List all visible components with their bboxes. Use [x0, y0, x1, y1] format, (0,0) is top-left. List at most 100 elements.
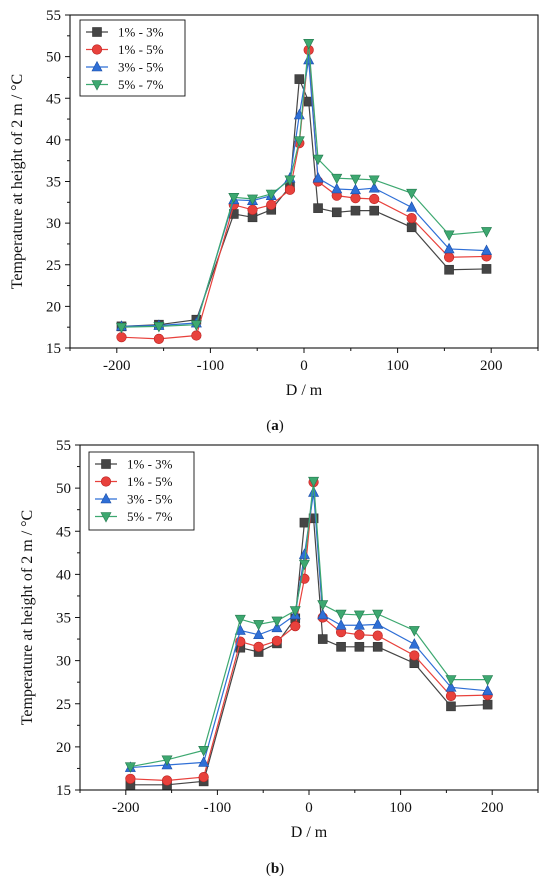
x-axis-title: D / m [291, 824, 328, 841]
data-point-series-3 [349, 183, 361, 195]
data-point-series-3 [406, 201, 418, 212]
legend-marker [100, 476, 112, 487]
chart-panel-b: 15 20 25 30 35 40 45 50 55 -200 -100 0 100 200 D / m Te… [19, 438, 539, 841]
y-axis-title: Temperature at height of 2 m / °C [9, 74, 26, 289]
data-point-series-3 [253, 628, 265, 640]
data-point-series-1 [372, 642, 383, 652]
y-axis-title: Temperature at height of 2 m / °C [19, 510, 36, 725]
y-tick-label: 20 [56, 740, 71, 756]
y-tick-label: 40 [56, 567, 71, 583]
data-point-series-2 [409, 650, 420, 661]
y-tick-label: 15 [56, 783, 71, 799]
data-point-series-4 [124, 762, 136, 773]
data-point-series-3 [298, 548, 310, 559]
x-tick-label: -200 [103, 358, 131, 374]
legend-marker [100, 492, 112, 504]
y-tick-label: 25 [46, 258, 61, 274]
data-point-series-2 [369, 193, 380, 205]
data-point-series-2 [354, 629, 365, 640]
data-point-series-1 [406, 222, 417, 233]
legend-label: 1% - 5% [118, 42, 164, 57]
data-point-series-2 [445, 690, 457, 702]
data-point-series-3 [331, 182, 343, 194]
legend-label: 5% - 7% [118, 77, 164, 92]
data-point-series-4 [481, 227, 493, 238]
data-point-series-2 [372, 630, 383, 641]
legend-label: 3% - 5% [118, 60, 164, 75]
x-tick-label: 100 [389, 800, 412, 816]
data-point-series-4 [293, 136, 305, 147]
legend-marker [91, 44, 103, 55]
x-tick-label: 200 [481, 800, 504, 816]
data-point-series-4 [482, 675, 494, 686]
data-point-series-2 [125, 773, 136, 784]
y-tick-label: 50 [46, 50, 61, 66]
x-tick-label: 0 [300, 358, 308, 374]
data-point-series-3 [312, 172, 324, 183]
data-point-series-3 [308, 486, 320, 497]
data-point-series-4 [190, 320, 202, 331]
y-tick-label: 55 [46, 8, 61, 24]
data-point-series-3 [353, 619, 365, 630]
data-point-series-1 [446, 701, 456, 712]
y-tick-label: 35 [56, 611, 71, 627]
legend-marker [91, 80, 103, 91]
data-point-series-3 [368, 182, 380, 193]
legend-marker [91, 60, 103, 72]
x-tick-label: -100 [204, 800, 232, 816]
y-tick-label: 30 [56, 654, 71, 670]
data-point-series-1 [350, 205, 361, 216]
data-point-series-4 [153, 322, 165, 333]
legend-label: 1% - 5% [127, 474, 173, 489]
data-point-series-4 [161, 755, 173, 766]
legend-label: 1% - 3% [118, 25, 164, 40]
data-point-series-2 [191, 330, 202, 341]
y-tick-label: 40 [46, 133, 61, 149]
data-point-series-4 [406, 188, 418, 200]
y-tick-label: 45 [56, 524, 71, 540]
y-tick-label: 15 [46, 341, 61, 357]
data-point-series-2 [350, 193, 361, 204]
data-point-series-2 [253, 641, 264, 652]
data-point-series-3 [443, 242, 455, 254]
caption-b: (b) [266, 861, 284, 877]
data-point-series-4 [271, 616, 283, 628]
legend-marker [92, 27, 102, 37]
legend-marker [100, 512, 112, 523]
data-point-series-1 [354, 642, 365, 652]
caption-a: (a) [266, 418, 284, 434]
data-point-series-4 [443, 230, 455, 241]
data-point-series-1 [336, 642, 346, 652]
data-point-series-1 [299, 517, 310, 528]
y-tick-label: 45 [46, 91, 61, 107]
data-point-series-3 [445, 681, 457, 692]
data-point-series-3 [408, 638, 420, 649]
legend-label: 3% - 5% [127, 492, 173, 507]
data-point-series-4 [198, 746, 210, 757]
x-tick-label: 0 [305, 800, 313, 816]
legend-marker [101, 459, 111, 469]
data-point-series-4 [312, 154, 324, 166]
data-point-series-4 [372, 609, 384, 621]
data-point-series-4 [298, 559, 310, 571]
data-point-series-2 [443, 252, 455, 263]
y-tick-label: 50 [56, 481, 71, 497]
data-point-series-3 [198, 756, 210, 767]
data-point-series-1 [331, 207, 342, 218]
x-tick-label: 100 [386, 358, 409, 374]
data-point-series-3 [482, 684, 494, 696]
y-tick-label: 35 [46, 175, 61, 191]
data-point-series-3 [481, 244, 493, 255]
legend: 1% - 3% 1% - 5% 3% - 5% 5% - 7% [79, 19, 186, 97]
data-point-series-3 [271, 621, 283, 633]
data-point-series-4 [445, 675, 457, 686]
data-point-series-2 [161, 775, 173, 786]
data-point-series-4 [228, 193, 240, 204]
y-tick-label: 25 [56, 697, 71, 713]
legend: 1% - 3% 1% - 5% 3% - 5% 5% - 7% [88, 451, 195, 531]
y-tick-label: 55 [56, 438, 71, 454]
series-line-4 [121, 43, 487, 328]
data-point-series-2 [198, 771, 209, 783]
data-point-series-1 [482, 699, 493, 710]
data-point-series-3 [335, 619, 347, 630]
